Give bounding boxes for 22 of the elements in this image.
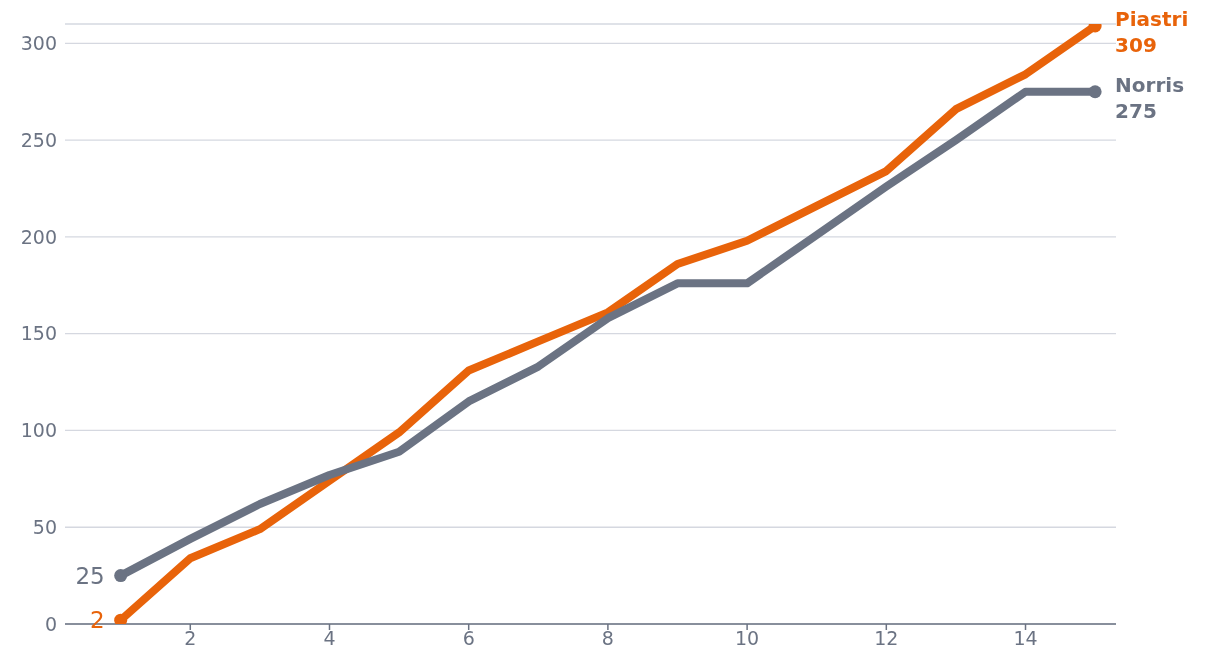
x-tick-label: 8 [601, 627, 614, 650]
x-tick-label: 2 [184, 627, 197, 650]
point [1088, 85, 1102, 99]
x-tick-label: 6 [462, 627, 475, 650]
y-tick-label: 200 [20, 225, 57, 248]
series-label: Norris [1115, 72, 1185, 97]
series-label: Piastri [1115, 6, 1189, 31]
y-tick-label: 0 [44, 612, 57, 635]
y-tick-label: 250 [20, 128, 57, 151]
x-tick-label: 4 [323, 627, 336, 650]
y-tick-label: 150 [20, 322, 57, 345]
x-tick-label: 10 [735, 627, 760, 650]
y-tick-label: 300 [20, 32, 57, 55]
point [114, 613, 128, 624]
y-tick-label: 50 [32, 515, 57, 538]
x-tick-label: 12 [874, 627, 899, 650]
point [114, 569, 128, 583]
data-label: 309 [1115, 32, 1157, 57]
x-tick-label: 14 [1013, 627, 1038, 650]
y-tick-label: 100 [20, 419, 57, 442]
data-label: 275 [1115, 98, 1157, 123]
data-label: 25 [75, 562, 105, 589]
